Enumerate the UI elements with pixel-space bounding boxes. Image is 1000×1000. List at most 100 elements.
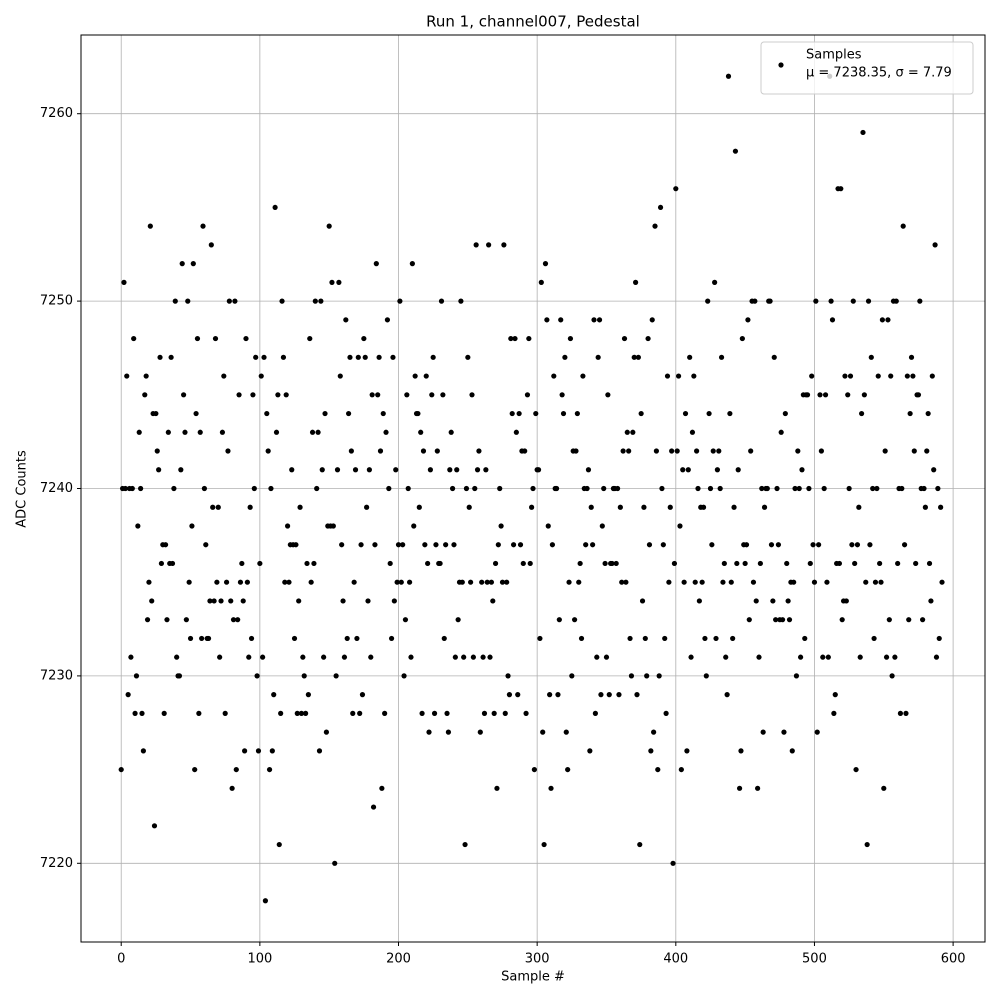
data-point xyxy=(838,186,844,192)
data-point xyxy=(732,148,739,154)
data-point xyxy=(118,766,124,773)
data-point xyxy=(875,373,881,379)
data-point xyxy=(559,392,565,398)
data-point xyxy=(538,279,544,285)
data-point xyxy=(757,560,763,567)
data-point xyxy=(753,598,759,604)
data-point xyxy=(820,654,826,660)
data-point xyxy=(585,467,592,473)
data-point xyxy=(305,692,311,698)
data-point xyxy=(533,410,539,417)
data-point xyxy=(149,598,155,604)
data-point xyxy=(842,373,848,379)
data-point xyxy=(580,373,586,379)
data-point xyxy=(186,579,192,585)
data-point xyxy=(674,448,680,454)
x-tick-label: 0 xyxy=(117,952,125,967)
data-point xyxy=(229,785,235,791)
data-point xyxy=(223,579,230,585)
data-point xyxy=(603,654,610,660)
data-point xyxy=(165,429,171,435)
data-point xyxy=(771,354,777,360)
data-point xyxy=(187,635,194,642)
data-point xyxy=(233,766,239,773)
data-point xyxy=(354,635,360,642)
data-point xyxy=(276,841,282,848)
data-point xyxy=(745,317,751,323)
data-point xyxy=(248,635,255,642)
data-point xyxy=(189,523,195,529)
data-point xyxy=(266,766,273,773)
data-point xyxy=(487,654,493,660)
data-point xyxy=(630,429,636,435)
data-point xyxy=(906,617,912,623)
data-point xyxy=(382,710,388,716)
data-point xyxy=(383,429,389,435)
data-point xyxy=(151,823,158,829)
data-point xyxy=(764,485,770,492)
data-point xyxy=(420,448,427,454)
data-point xyxy=(368,654,374,660)
data-point xyxy=(258,373,264,379)
data-point xyxy=(522,448,528,454)
data-point xyxy=(721,560,727,567)
data-point xyxy=(577,560,583,567)
data-point xyxy=(807,560,813,567)
data-point xyxy=(193,410,199,417)
data-point xyxy=(602,560,608,567)
data-point xyxy=(361,335,367,342)
data-point xyxy=(793,673,800,679)
x-axis-label: Sample # xyxy=(501,970,565,985)
data-point xyxy=(849,542,855,548)
data-point xyxy=(893,298,899,304)
data-point xyxy=(337,373,343,379)
data-point xyxy=(473,242,479,248)
data-point xyxy=(359,692,366,698)
data-point xyxy=(598,692,604,698)
data-point xyxy=(881,785,887,791)
data-point xyxy=(501,242,507,248)
data-point xyxy=(723,654,729,660)
data-point xyxy=(699,579,705,585)
data-point xyxy=(264,410,270,417)
data-point xyxy=(136,429,142,435)
data-point xyxy=(633,279,639,285)
data-point xyxy=(852,560,858,567)
data-point xyxy=(265,448,271,454)
data-point xyxy=(351,579,357,585)
data-point xyxy=(347,354,353,360)
data-point xyxy=(760,729,766,735)
data-point xyxy=(393,467,399,473)
data-point xyxy=(703,673,709,679)
data-point xyxy=(527,560,533,567)
data-point xyxy=(523,710,529,716)
legend-marker xyxy=(778,62,784,68)
data-point xyxy=(725,73,732,79)
data-point xyxy=(789,748,795,754)
data-point xyxy=(510,542,517,548)
data-point xyxy=(915,392,922,398)
data-point xyxy=(326,223,332,229)
data-point xyxy=(562,354,568,360)
data-point xyxy=(513,429,519,435)
data-point xyxy=(330,523,336,529)
data-point xyxy=(822,392,829,398)
data-point xyxy=(767,298,773,304)
data-point xyxy=(861,392,867,398)
data-point xyxy=(706,410,712,417)
data-point xyxy=(653,448,659,454)
data-point xyxy=(477,729,483,735)
data-point xyxy=(139,710,145,716)
data-point xyxy=(878,579,884,585)
data-point xyxy=(792,485,798,492)
data-point xyxy=(734,560,740,567)
data-point xyxy=(638,410,644,417)
data-point xyxy=(434,448,440,454)
data-point xyxy=(574,410,580,417)
data-point xyxy=(634,692,640,698)
data-point xyxy=(438,298,445,304)
data-point xyxy=(731,504,737,510)
data-point xyxy=(146,579,152,585)
data-point xyxy=(545,523,551,529)
data-point xyxy=(656,673,662,679)
